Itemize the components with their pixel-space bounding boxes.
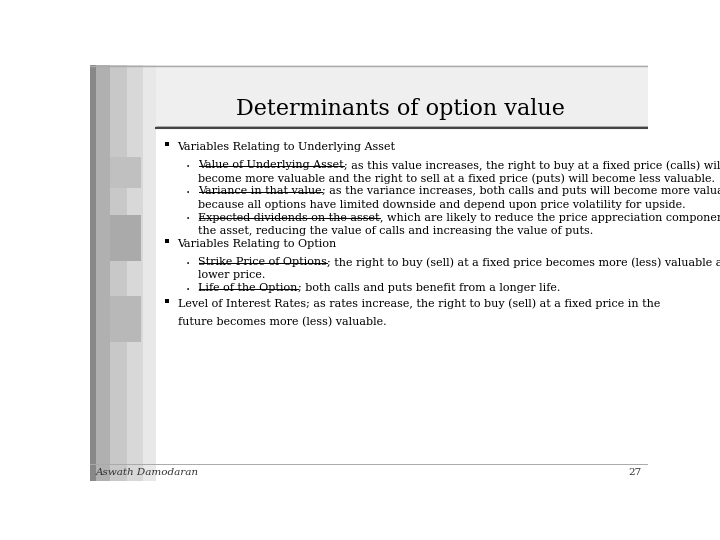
- Bar: [90, 65, 96, 481]
- Text: ; the right to buy (sell) at a fixed price becomes more (less) valuable at a: ; the right to buy (sell) at a fixed pri…: [328, 257, 720, 268]
- Text: Strike Price of Options: Strike Price of Options: [199, 257, 328, 267]
- Text: Aswath Damodaran: Aswath Damodaran: [96, 468, 199, 477]
- Text: ; as the variance increases, both calls and puts will become more valuable: ; as the variance increases, both calls …: [322, 186, 720, 197]
- Text: ·: ·: [186, 186, 191, 200]
- Text: ; as this value increases, the right to buy at a fixed price (calls) will: ; as this value increases, the right to …: [344, 160, 720, 171]
- Text: become more valuable and the right to sell at a fixed price (puts) will become l: become more valuable and the right to se…: [199, 173, 716, 184]
- Bar: [127, 65, 143, 481]
- Bar: [143, 65, 156, 481]
- Bar: [110, 157, 141, 188]
- Text: the asset, reducing the value of calls and increasing the value of puts.: the asset, reducing the value of calls a…: [199, 226, 594, 236]
- Text: 27: 27: [629, 468, 642, 477]
- Text: Value of Underlying Asset: Value of Underlying Asset: [199, 160, 344, 170]
- Bar: [110, 215, 141, 261]
- Text: Expected dividends on the asset: Expected dividends on the asset: [199, 213, 380, 222]
- Text: because all options have limited downside and depend upon price volatility for u: because all options have limited downsid…: [199, 200, 686, 210]
- Text: Life of the Option: Life of the Option: [199, 284, 298, 293]
- Bar: [156, 65, 648, 126]
- Bar: [110, 65, 127, 481]
- Text: ·: ·: [186, 256, 191, 271]
- Bar: [110, 296, 141, 342]
- Text: future becomes more (less) valuable.: future becomes more (less) valuable.: [178, 318, 386, 328]
- Bar: [165, 239, 169, 242]
- Text: Variance in that value: Variance in that value: [199, 186, 322, 197]
- Bar: [96, 65, 110, 481]
- Text: Level of Interest Rates; as rates increase, the right to buy (sell) at a fixed p: Level of Interest Rates; as rates increa…: [178, 299, 660, 309]
- Text: ·: ·: [186, 283, 191, 296]
- Text: ·: ·: [186, 159, 191, 173]
- Text: ; both calls and puts benefit from a longer life.: ; both calls and puts benefit from a lon…: [298, 284, 560, 293]
- Bar: [165, 142, 169, 146]
- Text: Variables Relating to Option: Variables Relating to Option: [178, 239, 337, 249]
- Text: lower price.: lower price.: [199, 271, 266, 280]
- Text: Variables Relating to Underlying Asset: Variables Relating to Underlying Asset: [178, 142, 395, 152]
- Text: Determinants of option value: Determinants of option value: [235, 98, 564, 120]
- Text: , which are likely to reduce the price appreciation component of: , which are likely to reduce the price a…: [380, 213, 720, 222]
- Bar: [165, 299, 169, 303]
- Text: ·: ·: [186, 212, 191, 226]
